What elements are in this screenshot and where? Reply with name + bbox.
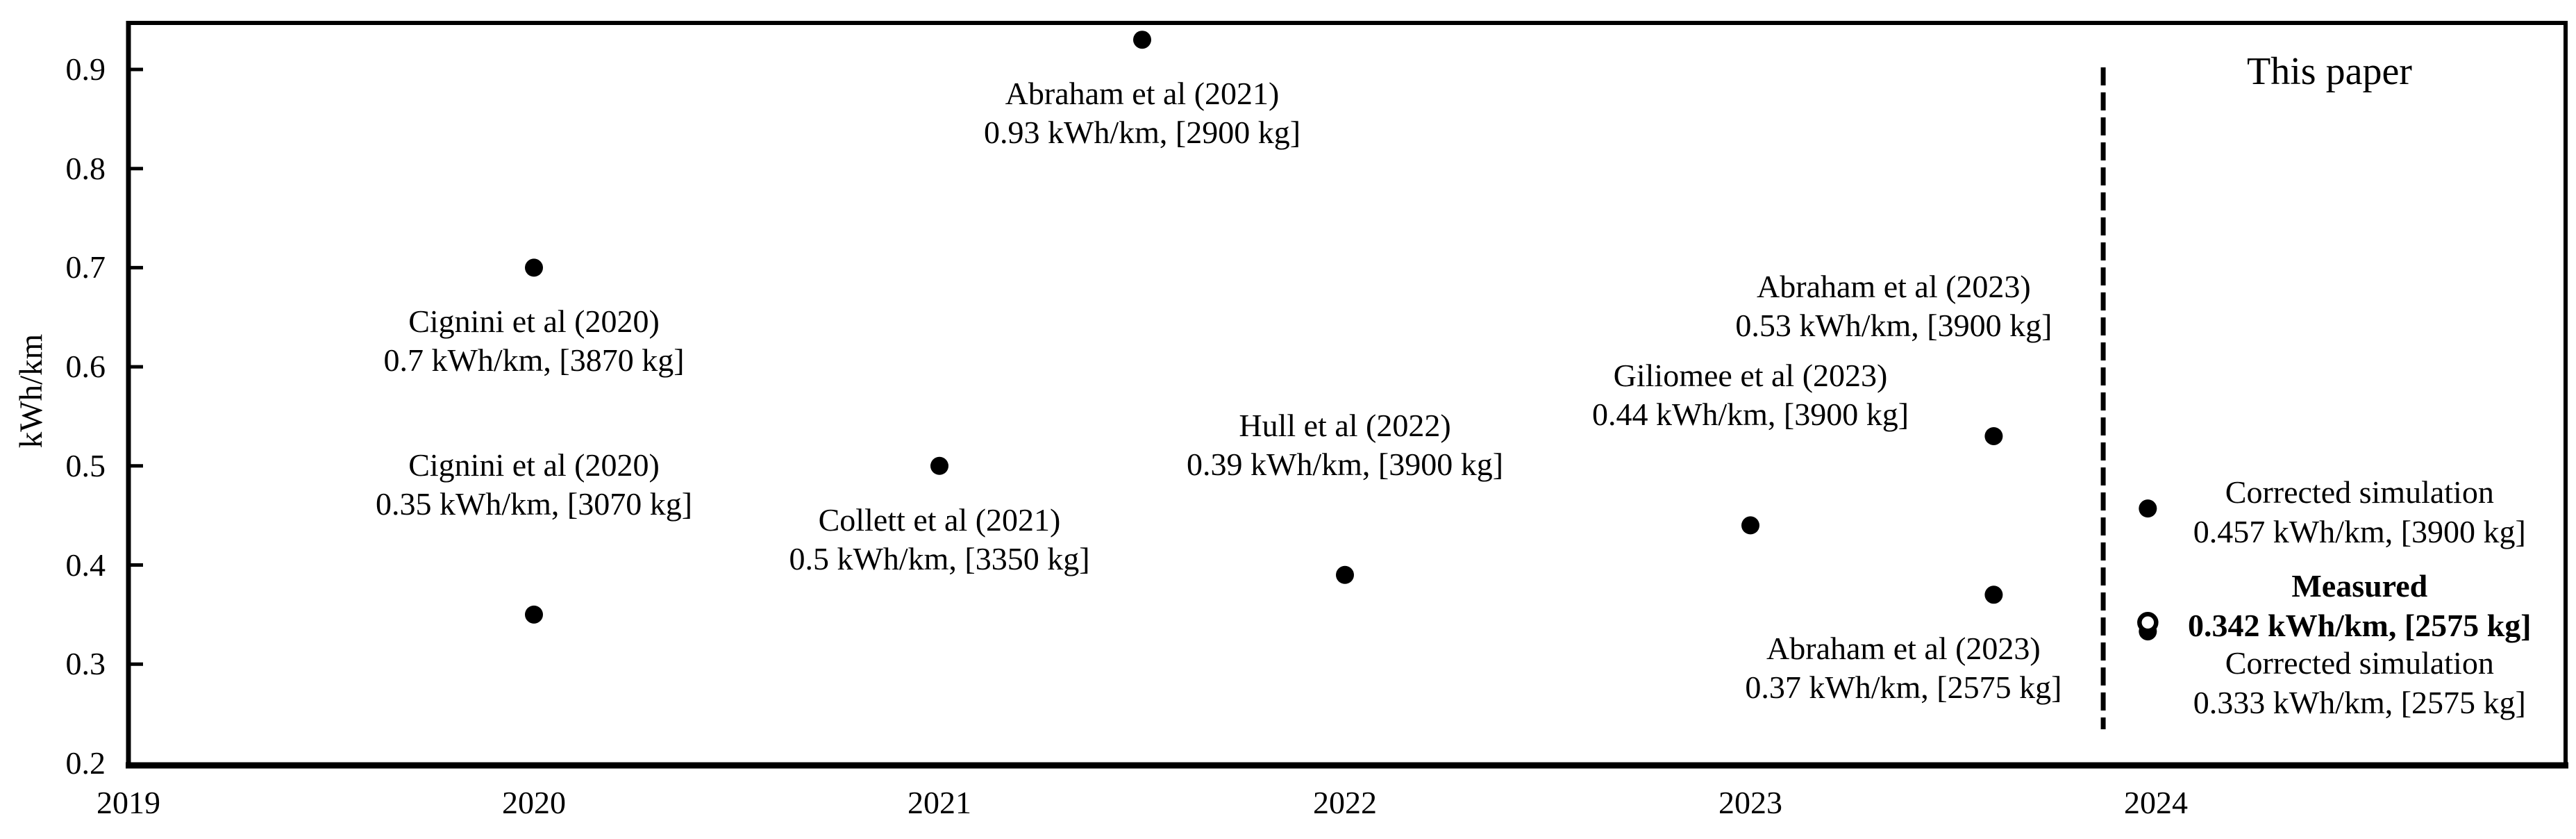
annotation-line: Collett et al (2021) <box>818 501 1061 538</box>
annotation-line: 0.44 kWh/km, [3900 kg] <box>1591 397 1909 433</box>
annotation-line: 0.53 kWh/km, [3900 kg] <box>1735 307 2052 343</box>
point-annotation: Corrected simulation 0.333 kWh/km, [2575 … <box>2172 643 2547 722</box>
data-point-marker-filled <box>1984 426 2003 445</box>
annotation-line: 0.333 kWh/km, [2575 kg] <box>2193 685 2526 721</box>
data-point-marker-filled <box>1984 585 2003 604</box>
data-point-marker-filled <box>1741 516 1759 535</box>
annotation-line: 0.342 kWh/km, [2575 kg] <box>2188 608 2532 644</box>
y-tick-label: 0.5 <box>65 447 106 483</box>
point-annotation: Cignini et al (2020) 0.35 kWh/km, [3070 k… <box>270 446 798 524</box>
y-tick-label: 0.8 <box>65 150 106 186</box>
data-point-marker-filled <box>930 456 948 475</box>
annotation-line: Giliomee et al (2023) <box>1613 358 1888 394</box>
this-paper-region-title: This paper <box>2247 50 2412 93</box>
annotation-line: Corrected simulation <box>2225 474 2494 510</box>
point-annotation: Giliomee et al (2023) 0.44 kWh/km, [3900 … <box>1487 356 2014 434</box>
annotation-line: Abraham et al (2021) <box>1005 76 1280 112</box>
annotation-line: Measured <box>2291 568 2428 604</box>
data-point-marker-filled <box>525 258 543 277</box>
point-annotation: Measured 0.342 kWh/km, [2575 kg] <box>2172 566 2547 645</box>
data-point-marker-filled <box>1133 31 1151 49</box>
data-point-marker-open <box>2137 612 2159 633</box>
data-point-marker-filled <box>2139 499 2157 518</box>
y-tick-label: 0.3 <box>65 646 106 682</box>
y-tick-label: 0.4 <box>65 547 106 583</box>
point-annotation: Abraham et al (2023) 0.53 kWh/km, [3900 k… <box>1630 267 2157 345</box>
x-tick-label: 2020 <box>502 785 566 820</box>
annotation-line: Abraham et al (2023) <box>1757 268 2031 304</box>
x-tick-label: 2024 <box>2124 785 2188 820</box>
point-annotation: Cignini et al (2020) 0.7 kWh/km, [3870 kg… <box>270 302 798 380</box>
data-point-marker-filled <box>525 605 543 624</box>
data-point-marker-filled <box>1336 565 1354 584</box>
x-tick-label: 2021 <box>908 785 971 820</box>
point-annotation: Abraham et al (2021) 0.93 kWh/km, [2900 k… <box>878 74 1406 152</box>
x-tick-label: 2022 <box>1313 785 1377 820</box>
point-annotation: Corrected simulation 0.457 kWh/km, [3900 … <box>2172 472 2547 551</box>
annotation-line: 0.7 kWh/km, [3870 kg] <box>383 342 685 379</box>
annotation-line: 0.39 kWh/km, [3900 kg] <box>1186 446 1504 482</box>
annotation-line: Abraham et al (2023) <box>1766 631 2041 667</box>
y-tick-label: 0.7 <box>65 249 106 285</box>
point-annotation: Collett et al (2021) 0.5 kWh/km, [3350 kg… <box>676 501 1203 579</box>
annotation-line: 0.35 kWh/km, [3070 kg] <box>375 485 693 522</box>
x-tick-label: 2023 <box>1718 785 1782 820</box>
annotation-line: 0.5 kWh/km, [3350 kg] <box>789 540 1090 576</box>
point-annotation: Hull et al (2022) 0.39 kWh/km, [3900 kg] <box>1081 406 1609 484</box>
annotation-line: Corrected simulation <box>2225 645 2494 681</box>
annotation-line: Hull et al (2022) <box>1239 407 1451 443</box>
annotation-line: 0.37 kWh/km, [2575 kg] <box>1745 670 2062 706</box>
annotation-line: Cignini et al (2020) <box>408 304 660 340</box>
y-tick-label: 0.6 <box>65 349 106 385</box>
annotation-line: 0.93 kWh/km, [2900 kg] <box>983 115 1301 151</box>
x-tick-label: 2019 <box>97 785 160 820</box>
annotation-line: 0.457 kWh/km, [3900 kg] <box>2193 514 2526 550</box>
y-tick-label: 0.2 <box>65 745 106 781</box>
y-tick-label: 0.9 <box>65 51 106 87</box>
point-annotation: Abraham et al (2023) 0.37 kWh/km, [2575 k… <box>1639 629 2167 707</box>
annotation-line: Cignini et al (2020) <box>408 447 660 483</box>
